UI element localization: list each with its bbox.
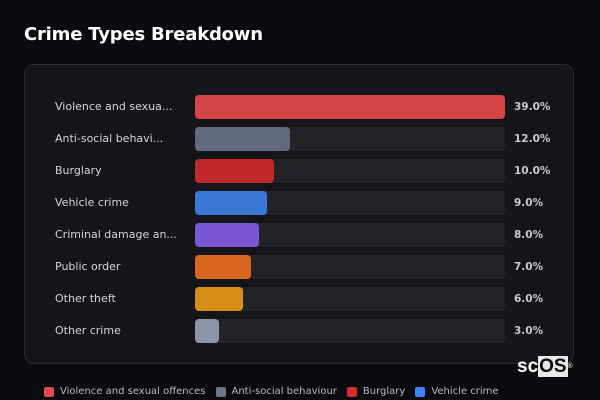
bar-value: 3.0% (514, 325, 544, 337)
legend-label: Burglary (362, 386, 406, 397)
bar-row: Vehicle crime 9.0% (25, 191, 573, 215)
bar-fill[interactable] (195, 319, 219, 343)
bar-fill[interactable] (195, 159, 275, 183)
bar-label: Burglary (55, 164, 102, 177)
bar-value: 6.0% (514, 293, 544, 305)
bar-label: Other theft (55, 292, 116, 305)
legend-item[interactable]: Violence and sexual offences (44, 386, 206, 397)
bar-label: Criminal damage an... (55, 228, 177, 241)
bar-fill[interactable] (195, 191, 267, 215)
bar-row: Criminal damage an... 8.0% (25, 223, 573, 247)
brand-prefix: sc (517, 356, 539, 377)
legend-swatch-icon (415, 386, 426, 397)
legend-swatch-icon (346, 386, 357, 397)
bar-track (195, 127, 505, 151)
bar-row: Burglary 10.0% (25, 159, 573, 183)
chart-card: Violence and sexua... 39.0% Anti-social be… (24, 64, 574, 364)
bar-fill[interactable] (195, 127, 291, 151)
bar-row: Anti-social behavi... 12.0% (25, 127, 573, 151)
bar-value: 9.0% (514, 197, 544, 209)
legend-swatch-icon (44, 386, 54, 397)
legend-label: Violence and sexual offences (60, 386, 206, 397)
bar-row: Other theft 6.0% (25, 287, 573, 311)
legend-item[interactable]: Burglary (346, 386, 406, 397)
bar-track (195, 223, 505, 247)
bar-fill[interactable] (195, 95, 505, 119)
page-title: Crime Types Breakdown (24, 24, 263, 45)
bar-track (195, 255, 505, 279)
bar-value: 12.0% (514, 133, 551, 145)
bar-label: Other crime (55, 324, 121, 337)
bar-track (195, 159, 505, 183)
bar-track (195, 191, 505, 215)
bar-fill[interactable] (195, 287, 243, 311)
bar-track (195, 95, 505, 119)
bar-fill[interactable] (195, 255, 251, 279)
registered-mark-icon: ® (567, 363, 573, 370)
legend-label: Anti-social behaviour (231, 386, 337, 397)
bar-track (195, 319, 505, 343)
bar-label: Anti-social behavi... (55, 132, 164, 145)
chart-legend: Violence and sexual offences Anti-social … (44, 386, 499, 397)
bar-value: 8.0% (514, 229, 544, 241)
bar-value: 10.0% (514, 165, 551, 177)
bar-label: Violence and sexua... (55, 100, 173, 113)
legend-item[interactable]: Anti-social behaviour (215, 386, 337, 397)
brand-logo: scOS® (517, 356, 573, 377)
bar-row: Violence and sexua... 39.0% (25, 95, 573, 119)
brand-highlight: OS (538, 356, 568, 377)
bar-label: Public order (55, 260, 121, 273)
bar-fill[interactable] (195, 223, 259, 247)
legend-item[interactable]: Vehicle crime (415, 386, 499, 397)
legend-label: Vehicle crime (431, 386, 499, 397)
bar-value: 7.0% (514, 261, 544, 273)
bar-track (195, 287, 505, 311)
bar-row: Other crime 3.0% (25, 319, 573, 343)
bar-value: 39.0% (514, 101, 551, 113)
bar-row: Public order 7.0% (25, 255, 573, 279)
legend-swatch-icon (215, 386, 226, 397)
bar-label: Vehicle crime (55, 196, 129, 209)
